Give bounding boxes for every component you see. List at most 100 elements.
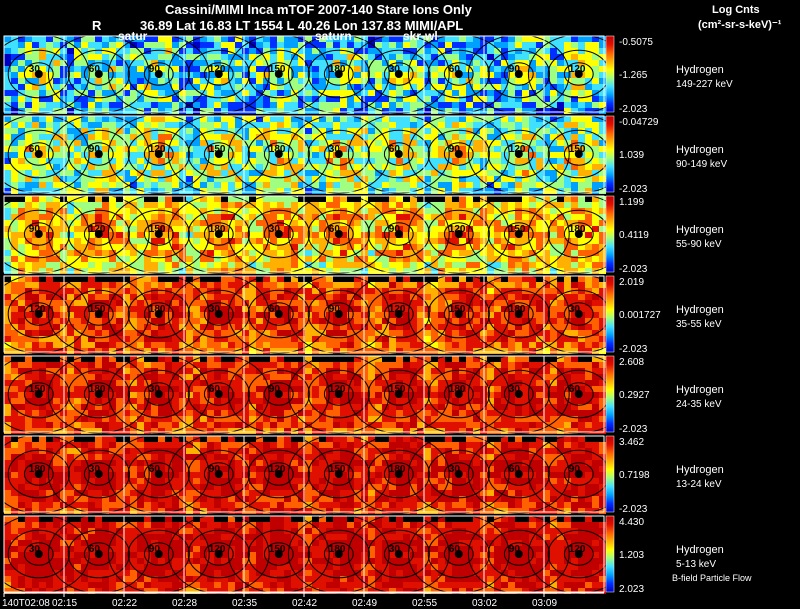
pitch-contour (263, 222, 294, 246)
pitch-label: 60 (509, 464, 521, 475)
pitch-contour (7, 369, 70, 419)
pitch-contour (23, 382, 54, 406)
pitch-label: 90 (509, 544, 521, 555)
pitch-contour (127, 129, 190, 179)
field-direction-dot (94, 550, 103, 558)
pitch-contour (127, 529, 190, 579)
pitch-label: 150 (269, 64, 286, 75)
field-direction-dot (514, 70, 523, 78)
pitch-contour (107, 354, 210, 434)
panel-frame (3, 195, 605, 273)
x-tick-label: 03:09 (532, 598, 557, 609)
panel-frame (3, 35, 605, 113)
pitch-contour (187, 529, 250, 579)
field-direction-dot (274, 150, 283, 158)
pitch-contour (167, 114, 270, 194)
color-bar (605, 35, 615, 113)
pitch-contour (7, 449, 70, 499)
pitch-contour (167, 434, 270, 514)
pitch-label: 60 (449, 544, 461, 555)
pitch-contour (487, 529, 550, 579)
panel-frame (3, 275, 605, 353)
units-line1: Log Cnts (712, 4, 760, 16)
field-direction-dot (34, 470, 43, 478)
field-direction-dot (274, 390, 283, 398)
pitch-contour (443, 302, 474, 326)
pitch-contour (527, 114, 630, 194)
pitch-label: 90 (29, 224, 41, 235)
pitch-label: 90 (149, 544, 161, 555)
pitch-label: 150 (509, 224, 526, 235)
cbar-min-label: -2.023 (619, 104, 648, 115)
pitch-contour (407, 274, 510, 354)
pitch-contour (0, 274, 90, 354)
panel-3: 90 120 150 180 30 60 90 120 150 180 1.199 0.4119 -2.… (0, 194, 724, 275)
pitch-label: 60 (569, 384, 581, 395)
pitch-contour (383, 542, 414, 566)
pitch-label: 150 (149, 224, 166, 235)
pitch-contour (127, 449, 190, 499)
panel-6: 180 30 60 90 120 150 180 30 60 90 3.462 0.7198 -2.02… (0, 434, 724, 515)
field-direction-dot (334, 470, 343, 478)
chart-title-line1: Cassini/MIMI Inca mTOF 2007-140 Stare Io… (165, 2, 472, 17)
field-direction-dot (94, 150, 103, 158)
pitch-contour (347, 194, 450, 274)
panel-frame (3, 355, 605, 433)
species-label: Hydrogen (676, 544, 724, 556)
pitch-contour (167, 274, 270, 354)
cbar-max-label: 3.462 (619, 437, 644, 448)
field-direction-dot (574, 230, 583, 238)
panel-5: 150 180 30 60 90 120 150 180 30 60 2.608 0.2927 -2.0… (0, 354, 724, 435)
pitch-contour (407, 114, 510, 194)
field-direction-dot (334, 230, 343, 238)
pitch-contour (347, 114, 450, 194)
pitch-contour (203, 62, 234, 86)
pitch-label: 120 (569, 64, 586, 75)
pitch-contour (83, 542, 114, 566)
cbar-max-label: 2.019 (619, 277, 644, 288)
cbar-max-label: 4.430 (619, 517, 644, 528)
x-tick-label: 02:35 (232, 598, 257, 609)
pitch-contour (503, 462, 534, 486)
pitch-contour (383, 462, 414, 486)
pitch-label: 180 (509, 304, 526, 315)
cbar-mid-label: 1.203 (619, 550, 644, 561)
pitch-contour (487, 449, 550, 499)
pitch-label: 30 (569, 304, 581, 315)
field-direction-dot (394, 550, 403, 558)
pitch-label: 120 (569, 544, 586, 555)
x-tick-label: 02:49 (352, 598, 377, 609)
energy-label: 149-227 keV (676, 79, 733, 90)
pitch-contour (563, 462, 594, 486)
pitch-contour (307, 449, 370, 499)
cbar-mid-label: 0.2927 (619, 390, 650, 401)
pitch-contour (563, 542, 594, 566)
pitch-contour (407, 434, 510, 514)
pitch-contour (367, 49, 430, 99)
pitch-label: 180 (569, 224, 586, 235)
pitch-label: 90 (209, 464, 221, 475)
x-tick-label: 02:15 (52, 598, 77, 609)
energy-label: 55-90 keV (676, 239, 722, 250)
pitch-contour (83, 302, 114, 326)
pitch-contour (487, 129, 550, 179)
pitch-contour (487, 209, 550, 259)
pitch-label: 60 (209, 384, 221, 395)
pitch-contour (263, 382, 294, 406)
pitch-contour (383, 62, 414, 86)
pitch-contour (247, 449, 310, 499)
cbar-min-label: -2.023 (619, 184, 648, 195)
pitch-label: 60 (89, 64, 101, 75)
field-direction-dot (154, 470, 163, 478)
pitch-label: 90 (89, 144, 101, 155)
pitch-contour (503, 542, 534, 566)
cbar-max-label: 2.608 (619, 357, 644, 368)
field-direction-dot (274, 470, 283, 478)
pitch-contour (247, 129, 310, 179)
pitch-contour (427, 369, 490, 419)
pitch-contour (187, 129, 250, 179)
color-bar (605, 275, 615, 353)
pitch-contour (127, 289, 190, 339)
pitch-contour (307, 129, 370, 179)
